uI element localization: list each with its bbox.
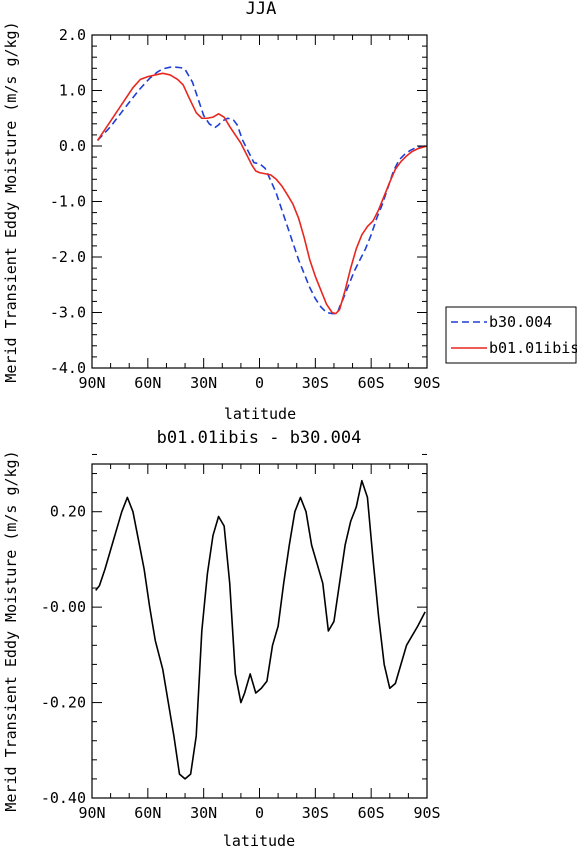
bottom-x-tick-label: 30N bbox=[190, 804, 217, 822]
top-x-axis-title: latitude bbox=[224, 405, 296, 423]
top-y-tick-label: 0.0 bbox=[59, 137, 86, 155]
bottom-y-tick-label: -0.40 bbox=[41, 789, 86, 807]
bottom-x-axis-title: latitude bbox=[223, 832, 295, 850]
top-x-tick-label: 90S bbox=[413, 374, 440, 392]
top-plot: JJA 90N 60N 30N 0 30S 60S 90S 2.0 1.0 0.0 -1.0 -2.… bbox=[2, 0, 577, 423]
top-x-tick-label: 0 bbox=[255, 374, 264, 392]
bottom-x-tick-label: 60N bbox=[134, 804, 161, 822]
top-x-ticks: 90N 60N 30N 0 30S 60S 90S bbox=[78, 35, 441, 392]
top-y-tick-label: -4.0 bbox=[50, 359, 86, 377]
top-series-line-1 bbox=[96, 72, 428, 315]
top-x-tick-label: 30S bbox=[302, 374, 329, 392]
bottom-y-axis-title: Merid Transient Eddy Moisture (m/s g/kg) bbox=[2, 450, 20, 811]
bottom-y-ticks: 0.20 -0.00 -0.20 -0.40 bbox=[41, 453, 427, 807]
bottom-plot-series bbox=[95, 479, 426, 780]
legend-label-b30: b30.004 bbox=[489, 313, 552, 331]
top-y-tick-label: -1.0 bbox=[50, 193, 86, 211]
bottom-x-tick-label: 90N bbox=[78, 804, 105, 822]
top-y-tick-label: -2.0 bbox=[50, 248, 86, 266]
legend: b30.004 b01.01ibis bbox=[445, 306, 577, 364]
bottom-x-ticks: 90N 60N 30N 0 30S 60S 90S bbox=[78, 464, 441, 822]
top-x-tick-label: 30N bbox=[190, 374, 217, 392]
top-plot-title: JJA bbox=[246, 0, 277, 19]
bottom-x-tick-label: 90S bbox=[413, 804, 440, 822]
top-x-tick-label: 60N bbox=[134, 374, 161, 392]
bottom-y-tick-label: -0.00 bbox=[41, 598, 86, 616]
bottom-x-tick-label: 60S bbox=[358, 804, 385, 822]
bottom-y-tick-label: 0.20 bbox=[50, 503, 86, 521]
top-y-ticks: 2.0 1.0 0.0 -1.0 -2.0 -3.0 -4.0 bbox=[50, 26, 427, 377]
bottom-plot-title: b01.01ibis - b30.004 bbox=[157, 428, 362, 448]
top-x-tick-label: 90N bbox=[78, 374, 105, 392]
bottom-x-tick-label: 30S bbox=[302, 804, 329, 822]
top-x-tick-label: 60S bbox=[358, 374, 385, 392]
top-y-axis-title: Merid Transient Eddy Moisture (m/s g/kg) bbox=[2, 21, 20, 382]
bottom-x-tick-label: 0 bbox=[255, 804, 264, 822]
legend-box bbox=[445, 306, 577, 364]
top-y-tick-label: 2.0 bbox=[59, 26, 86, 44]
bottom-plot: b01.01ibis - b30.004 90N 60N 30N 0 30S 60S 90S… bbox=[2, 428, 441, 850]
top-plot-series bbox=[96, 66, 428, 315]
top-y-tick-label: -3.0 bbox=[50, 304, 86, 322]
top-series-line-0 bbox=[96, 66, 426, 315]
bottom-series-line-0 bbox=[95, 479, 426, 780]
top-plot-frame bbox=[91, 34, 428, 369]
bottom-y-tick-label: -0.20 bbox=[41, 694, 86, 712]
legend-label-b01: b01.01ibis bbox=[489, 339, 577, 357]
bottom-plot-frame bbox=[91, 463, 428, 799]
top-y-tick-label: 1.0 bbox=[59, 82, 86, 100]
